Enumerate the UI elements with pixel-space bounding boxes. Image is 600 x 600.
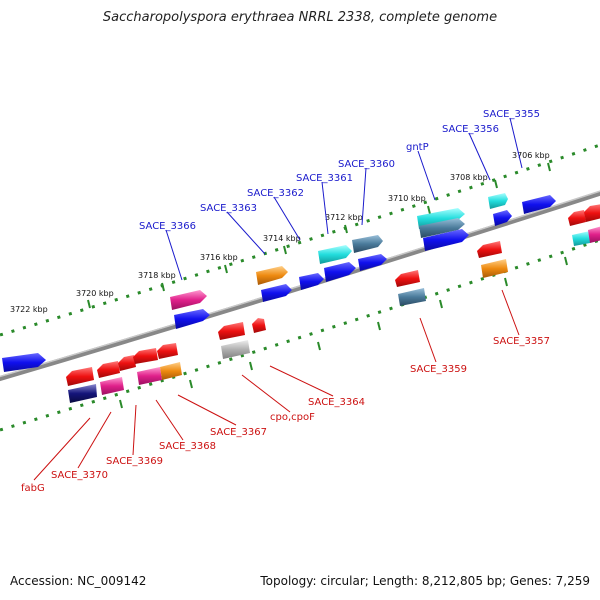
gene-cyan-3361[interactable] xyxy=(318,245,352,264)
gene-blue-gntP[interactable] xyxy=(423,229,469,251)
kbp-label-3712: 3712 kbp xyxy=(325,213,363,222)
gene-red-3364[interactable] xyxy=(252,318,266,333)
label-sace-3360[interactable]: SACE_3360 xyxy=(338,159,395,170)
kbp-label-3720: 3720 kbp xyxy=(76,289,114,298)
gene-blue-3361b[interactable] xyxy=(324,262,356,282)
label-sace-3364[interactable]: SACE_3364 xyxy=(308,397,365,408)
forward-leader-lines xyxy=(165,117,523,281)
kbp-label-3706: 3706 kbp xyxy=(512,151,550,160)
topology-info-text: Topology: circular; Length: 8,212,805 bp… xyxy=(260,574,590,588)
gene-red-fabG[interactable] xyxy=(66,367,94,386)
reverse-genes xyxy=(66,204,600,403)
gene-red-3357[interactable] xyxy=(477,241,502,258)
gene-pink-3366[interactable] xyxy=(170,290,207,310)
gene-blue-3355[interactable] xyxy=(522,195,556,214)
label-sace-3366[interactable]: SACE_3366 xyxy=(139,221,196,232)
gene-red-3368[interactable] xyxy=(133,348,158,364)
gene-orange-3367[interactable] xyxy=(160,362,182,380)
label-sace-3368[interactable]: SACE_3368 xyxy=(159,441,216,452)
gene-orange-3357[interactable] xyxy=(481,259,508,278)
label-sace-3370[interactable]: SACE_3370 xyxy=(51,470,108,481)
kbp-label-3722: 3722 kbp xyxy=(10,305,48,314)
label-sace-3356[interactable]: SACE_3356 xyxy=(442,124,499,135)
gene-pink-3370[interactable] xyxy=(100,377,124,395)
gene-blue-3356[interactable] xyxy=(493,210,512,226)
gene-red-right-edge-2[interactable] xyxy=(584,204,600,222)
gene-blue-far-left[interactable] xyxy=(2,353,46,372)
forward-genes xyxy=(2,193,600,372)
accession-text: Accession: NC_009142 xyxy=(10,574,147,588)
genome-backbone xyxy=(0,190,600,382)
label-sace-3369[interactable]: SACE_3369 xyxy=(106,456,163,467)
gene-red-cpo[interactable] xyxy=(218,322,245,340)
kbp-label-3714: 3714 kbp xyxy=(263,234,301,243)
gene-blue-3360[interactable] xyxy=(358,254,387,271)
gene-cyan-gntP[interactable] xyxy=(417,208,465,229)
label-sace-3361[interactable]: SACE_3361 xyxy=(296,173,353,184)
gene-red-right-edge[interactable] xyxy=(568,210,586,226)
gene-cyan-3356[interactable] xyxy=(488,193,508,209)
label-fabg[interactable]: fabG xyxy=(21,483,45,494)
lower-tick-track xyxy=(0,238,600,432)
gene-gray-cpo[interactable] xyxy=(221,340,250,359)
gene-red-3369[interactable] xyxy=(118,355,136,371)
label-cpo-cpof[interactable]: cpo,cpoF xyxy=(270,412,315,423)
gene-blue-3361a[interactable] xyxy=(299,273,324,290)
gene-red-3367[interactable] xyxy=(157,343,178,359)
gene-steel-3359[interactable] xyxy=(398,288,426,306)
gene-red-3370[interactable] xyxy=(97,361,120,378)
gene-navy-fabG[interactable] xyxy=(68,384,97,403)
label-sace-3362[interactable]: SACE_3362 xyxy=(247,188,304,199)
gene-orange-3363[interactable] xyxy=(256,266,288,285)
gene-steel-3360[interactable] xyxy=(352,235,383,253)
label-sace-3367[interactable]: SACE_3367 xyxy=(210,427,267,438)
kbp-label-3708: 3708 kbp xyxy=(450,173,488,182)
label-sace-3363[interactable]: SACE_3363 xyxy=(200,203,257,214)
label-gntp[interactable]: gntP xyxy=(406,142,429,153)
map-title: Saccharopolyspora erythraea NRRL 2338, c… xyxy=(102,10,498,25)
label-sace-3357[interactable]: SACE_3357 xyxy=(493,336,550,347)
kbp-label-3716: 3716 kbp xyxy=(200,253,238,262)
gene-blue-3366b[interactable] xyxy=(174,309,210,329)
gene-pink-3368[interactable] xyxy=(137,367,162,385)
kbp-label-3718: 3718 kbp xyxy=(138,271,176,280)
gene-steel-gntP[interactable] xyxy=(419,218,465,238)
gene-red-3359[interactable] xyxy=(395,270,420,287)
major-ticks xyxy=(87,162,568,409)
kbp-label-3710: 3710 kbp xyxy=(388,194,426,203)
label-sace-3359[interactable]: SACE_3359 xyxy=(410,364,467,375)
label-sace-3355[interactable]: SACE_3355 xyxy=(483,109,540,120)
reverse-leader-lines xyxy=(33,289,520,481)
gene-pink-right-edge[interactable] xyxy=(588,226,600,243)
gene-cyan-right-edge[interactable] xyxy=(572,231,594,246)
upper-tick-track xyxy=(0,143,600,337)
gene-blue-3362[interactable] xyxy=(261,284,292,302)
